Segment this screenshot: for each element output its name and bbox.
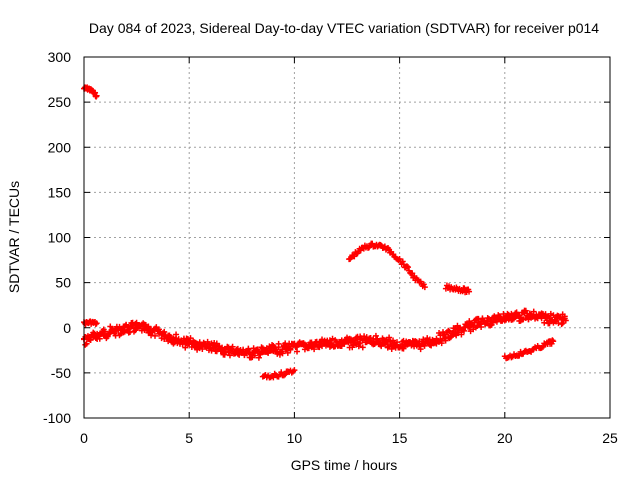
data-point <box>386 334 393 341</box>
data-point <box>83 340 90 347</box>
y-tick-label: 50 <box>55 275 71 291</box>
data-point <box>549 337 556 344</box>
data-point <box>359 344 366 351</box>
data-point <box>558 321 565 328</box>
series-arc-low-morning <box>259 367 298 381</box>
data-point <box>245 345 252 352</box>
data-point <box>294 348 301 355</box>
data-point <box>530 308 537 315</box>
chart-title: Day 084 of 2023, Sidereal Day-to-day VTE… <box>89 20 599 36</box>
data-point <box>438 340 445 347</box>
data-point <box>400 261 407 268</box>
x-tick-label: 5 <box>185 430 193 446</box>
data-point <box>355 343 362 350</box>
plot-frame <box>83 56 611 419</box>
data-point <box>550 338 557 345</box>
data-point <box>442 337 449 344</box>
x-tick-label: 0 <box>80 430 88 446</box>
x-tick-label: 25 <box>602 430 618 446</box>
data-point <box>562 317 569 324</box>
data-point <box>279 350 286 357</box>
data-point <box>161 328 168 335</box>
data-point <box>278 369 285 376</box>
data-point <box>420 281 427 288</box>
data-point <box>93 92 100 99</box>
data-point <box>421 284 428 291</box>
data-point <box>96 335 103 342</box>
data-point <box>447 334 454 341</box>
data-point <box>399 258 406 265</box>
data-point <box>496 313 503 320</box>
y-tick-label: 300 <box>48 49 72 65</box>
y-tick-label: 150 <box>48 184 72 200</box>
data-point <box>182 344 189 351</box>
data-point <box>466 288 473 295</box>
data-point <box>417 346 424 353</box>
y-tick-label: -100 <box>43 410 71 426</box>
data-point <box>522 307 529 314</box>
data-point <box>152 332 159 339</box>
y-tick-label: 200 <box>48 139 72 155</box>
y-tick-label: 0 <box>63 320 71 336</box>
data-point <box>466 318 473 325</box>
axis-ticks: 0 5 10 15 20 25 -100 -50 0 50 100 150 200 250 300 <box>43 49 618 446</box>
data-point <box>400 345 407 352</box>
data-point <box>393 339 400 346</box>
grid-lines <box>84 57 610 418</box>
x-tick-label: 20 <box>497 430 513 446</box>
y-tick-label: 100 <box>48 230 72 246</box>
data-point <box>82 341 89 348</box>
data-point <box>123 321 130 328</box>
data-points <box>81 84 569 381</box>
x-axis-label: GPS time / hours <box>291 457 398 473</box>
data-point <box>458 331 465 338</box>
y-tick-label: 250 <box>48 94 72 110</box>
data-point <box>403 263 410 270</box>
data-point <box>284 349 291 356</box>
data-point <box>255 354 262 361</box>
data-point <box>561 313 568 320</box>
data-point <box>229 343 236 350</box>
x-tick-label: 15 <box>392 430 408 446</box>
data-point <box>226 352 233 359</box>
data-point <box>311 346 318 353</box>
y-axis-label: SDTVAR / TECUs <box>6 181 22 293</box>
y-tick-label: -50 <box>51 365 71 381</box>
data-point <box>275 340 282 347</box>
series-arc-short <box>442 282 473 296</box>
data-point <box>351 253 358 260</box>
data-point <box>291 367 298 374</box>
data-point <box>405 264 412 271</box>
data-point <box>287 346 294 353</box>
series-arc-noon-high <box>346 240 428 291</box>
series-arc-low-evening <box>501 337 557 362</box>
data-point <box>478 324 485 331</box>
x-tick-label: 10 <box>287 430 303 446</box>
data-point <box>377 241 384 248</box>
data-point <box>93 320 100 327</box>
series-main-band <box>81 307 569 361</box>
data-point <box>173 331 180 338</box>
